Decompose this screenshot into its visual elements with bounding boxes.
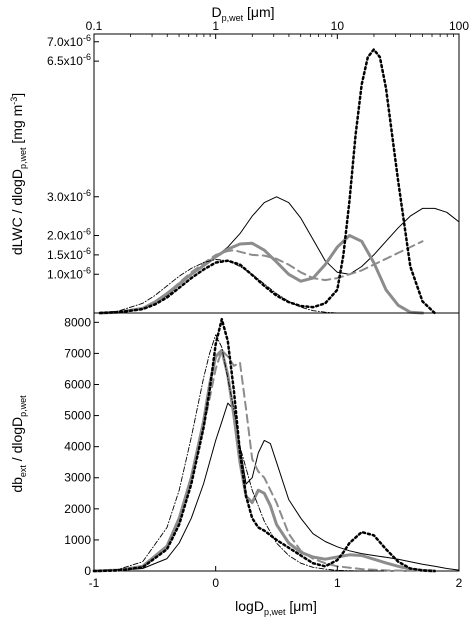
bottom-y-tick-label: 6000 — [64, 377, 91, 391]
top-series-dash-dot-line — [99, 259, 350, 314]
top-top-tick-label: 0.1 — [86, 19, 103, 33]
bottom-y-tick-label: 4000 — [64, 440, 91, 454]
top-series-dashed-gray-line — [99, 240, 424, 314]
top-top-tick-label: 10 — [331, 19, 345, 33]
top-y-tick-label: 1.5x10-6 — [47, 246, 91, 262]
bottom-series-group — [92, 317, 460, 573]
bottom-x-ticks: -1 0 1 2 — [89, 566, 463, 590]
top-series-dotted-line — [98, 48, 436, 315]
bottom-y-tick-label: 7000 — [64, 346, 91, 360]
bottom-y-tick-label: 0 — [84, 564, 91, 578]
top-y-tick-label: 3.0x10-6 — [47, 188, 91, 204]
bottom-x-tick-label: 0 — [212, 576, 219, 590]
bottom-x-tick-label: 1 — [334, 576, 341, 590]
bottom-x-tick-label: 2 — [456, 576, 463, 590]
top-plot-frame — [93, 33, 460, 314]
bottom-series-thick-gray-line — [92, 348, 437, 573]
top-y-tick-label: 7.0x10-6 — [47, 33, 91, 49]
top-axis-label: Dp,wet [μm] — [211, 4, 274, 23]
bottom-y-ticks: 0 1000 2000 3000 4000 5000 6000 7000 8000 — [64, 315, 99, 578]
bottom-series-dash-dot-line — [93, 334, 387, 572]
bottom-y-axis-label-line1: dbext / dlogDp,wet — [9, 395, 28, 493]
top-y-tick-label: 1.0x10-6 — [47, 265, 91, 281]
bottom-series-thin-solid-line — [93, 402, 460, 572]
bottom-y-tick-label: 8000 — [64, 315, 91, 329]
bottom-y-tick-label: 3000 — [64, 471, 91, 485]
top-top-tick-label: 1 — [212, 19, 219, 33]
bottom-y-tick-label: 5000 — [64, 409, 91, 423]
top-series-group — [98, 48, 460, 315]
bottom-x-tick-label: -1 — [89, 576, 100, 590]
top-y-ticks: 1.0x10-6 1.5x10-6 2.0x10-6 3.0x10-6 6.5x10-6… — [47, 33, 99, 281]
top-y-tick-label: 2.0x10-6 — [47, 227, 91, 243]
bottom-plot-frame — [93, 312, 460, 572]
bottom-y-tick-label: 1000 — [64, 533, 91, 547]
bottom-series-dashed-gray-line — [93, 349, 436, 572]
top-y-tick-label: 6.5x10-6 — [47, 52, 91, 68]
bottom-series-dotted-line — [92, 317, 436, 573]
top-series-thick-gray-line — [98, 234, 424, 315]
top-top-axis-ticks: 0.1 1 10 100 — [86, 19, 469, 39]
top-y-axis-label: dLWC / dlogDp,wet [mg m-3] — [9, 93, 28, 255]
top-panel: 1.0x10-6 1.5x10-6 2.0x10-6 3.0x10-6 6.5x10-6… — [9, 4, 469, 315]
bottom-x-axis-label: logDp,wet [μm] — [235, 598, 317, 617]
bottom-y-tick-label: 2000 — [64, 502, 91, 516]
top-top-tick-label: 100 — [449, 19, 469, 33]
